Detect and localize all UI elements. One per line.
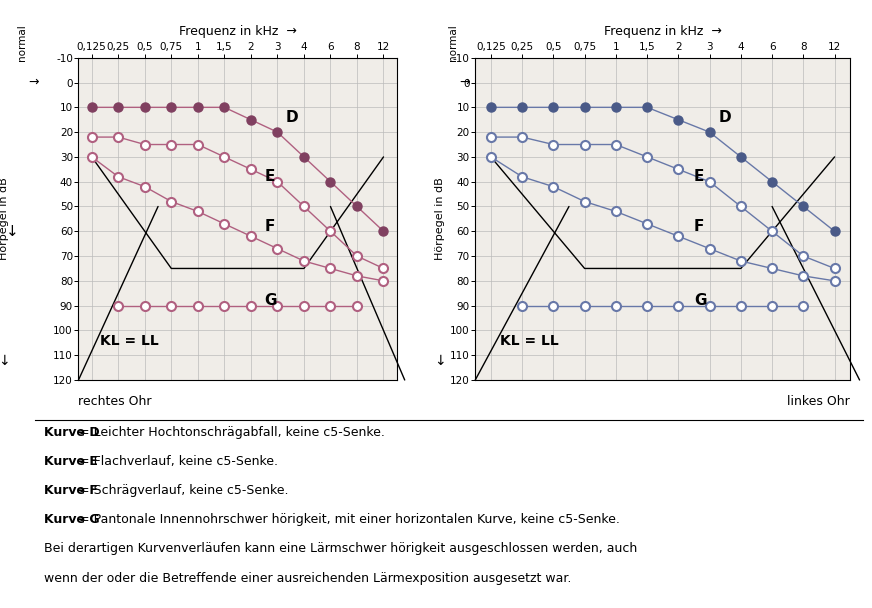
Text: D: D — [285, 110, 298, 125]
Text: Hörpegel in dB: Hörpegel in dB — [435, 178, 446, 260]
Text: KL = LL: KL = LL — [99, 334, 159, 348]
Text: ↓: ↓ — [434, 354, 446, 368]
Text: normal: normal — [17, 24, 27, 61]
Text: Kurve G: Kurve G — [44, 513, 99, 526]
Text: rechtes Ohr: rechtes Ohr — [78, 395, 152, 408]
Text: F: F — [264, 219, 275, 234]
Text: linkes Ohr: linkes Ohr — [787, 395, 850, 408]
Text: wenn der oder die Betreffende einer ausreichenden Lärmexposition ausgesetzt war.: wenn der oder die Betreffende einer ausr… — [44, 572, 571, 584]
Text: Bei derartigen Kurvenverläufen kann eine Lärmschwer hörigkeit ausgeschlossen wer: Bei derartigen Kurvenverläufen kann eine… — [44, 542, 637, 555]
Text: = Pantonale Innennohrschwer hörigkeit, mit einer horizontalen Kurve, keine c5-Se: = Pantonale Innennohrschwer hörigkeit, m… — [75, 513, 620, 526]
Text: G: G — [694, 293, 706, 308]
Text: ↓: ↓ — [6, 224, 18, 239]
Text: = Flachverlauf, keine c5-Senke.: = Flachverlauf, keine c5-Senke. — [75, 455, 278, 468]
Text: = Leichter Hochtonschrägabfall, keine c5-Senke.: = Leichter Hochtonschrägabfall, keine c5… — [75, 426, 385, 438]
X-axis label: Frequenz in kHz  →: Frequenz in kHz → — [603, 26, 722, 38]
Text: →: → — [460, 76, 470, 89]
Text: E: E — [264, 169, 275, 184]
Text: Kurve D: Kurve D — [44, 426, 99, 438]
Text: Kurve F: Kurve F — [44, 484, 98, 497]
Text: G: G — [264, 293, 276, 308]
Text: D: D — [719, 110, 732, 125]
Text: KL = LL: KL = LL — [501, 334, 559, 348]
Text: E: E — [694, 169, 705, 184]
Text: F: F — [694, 219, 705, 234]
X-axis label: Frequenz in kHz  →: Frequenz in kHz → — [179, 26, 296, 38]
Text: Hörpegel in dB: Hörpegel in dB — [0, 178, 10, 260]
Text: →: → — [28, 76, 38, 89]
Text: normal: normal — [448, 24, 459, 61]
Text: = Schrägverlauf, keine c5-Senke.: = Schrägverlauf, keine c5-Senke. — [75, 484, 289, 497]
Text: Kurve E: Kurve E — [44, 455, 98, 468]
Text: ↓: ↓ — [0, 354, 10, 368]
